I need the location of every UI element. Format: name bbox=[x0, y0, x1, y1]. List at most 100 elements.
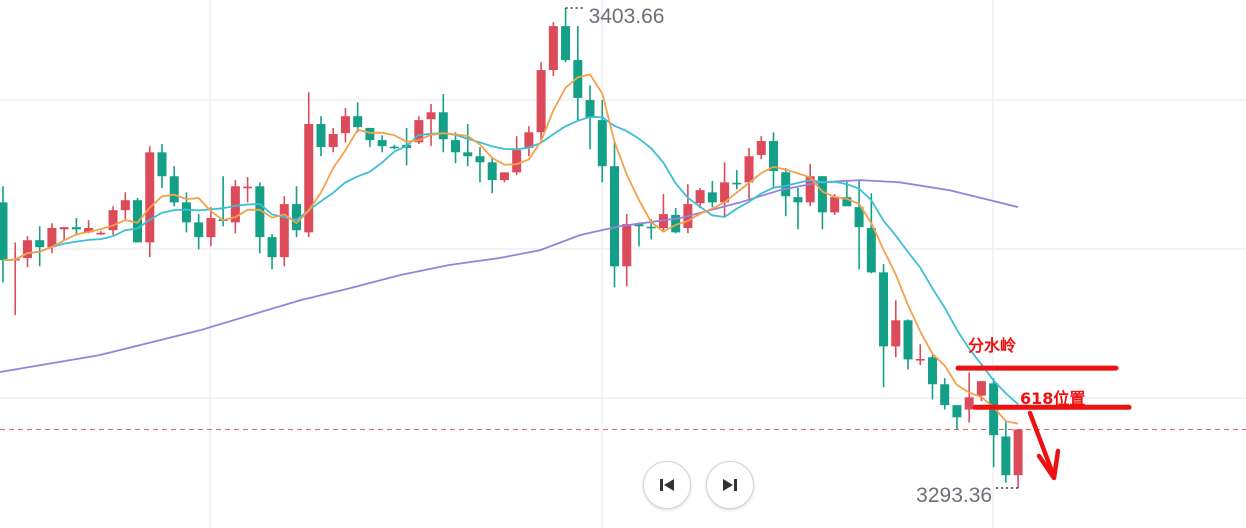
candle-body bbox=[463, 152, 473, 157]
candle-body bbox=[891, 320, 901, 347]
candle-body bbox=[487, 162, 497, 181]
candle-body bbox=[340, 116, 350, 134]
candle bbox=[206, 207, 216, 247]
candle-body bbox=[157, 152, 167, 177]
candle bbox=[10, 242, 20, 316]
candle-body bbox=[548, 26, 558, 71]
candle-body bbox=[805, 176, 815, 203]
candle-body bbox=[243, 186, 253, 189]
candle-body bbox=[230, 186, 240, 223]
candle-body bbox=[927, 357, 937, 385]
ma-long-line bbox=[0, 179, 1019, 373]
candle bbox=[903, 319, 913, 370]
candle bbox=[169, 166, 179, 207]
candle-body bbox=[768, 140, 778, 172]
candle bbox=[536, 62, 546, 141]
candle bbox=[695, 187, 705, 208]
candle-body bbox=[108, 210, 118, 231]
candle-body bbox=[181, 202, 191, 223]
candle bbox=[353, 102, 363, 133]
candle-body bbox=[622, 224, 632, 267]
candle bbox=[426, 103, 436, 147]
candle-body bbox=[744, 156, 754, 183]
candle-body bbox=[451, 140, 461, 153]
candle bbox=[389, 144, 399, 150]
candle bbox=[927, 355, 937, 400]
candle-body bbox=[1001, 436, 1011, 476]
candle-body bbox=[206, 218, 216, 238]
skip-forward-icon bbox=[723, 479, 737, 491]
candle-body bbox=[279, 204, 289, 258]
candle bbox=[683, 184, 693, 234]
candle bbox=[989, 378, 999, 468]
candle-body bbox=[793, 197, 803, 203]
candle-body bbox=[365, 127, 375, 141]
candle bbox=[658, 194, 668, 231]
candle-body bbox=[377, 140, 387, 147]
candle-body bbox=[438, 112, 448, 140]
candle-body bbox=[646, 226, 656, 229]
candle bbox=[597, 100, 607, 183]
candle-body bbox=[59, 227, 69, 230]
candle bbox=[487, 157, 497, 194]
candle bbox=[120, 192, 130, 220]
annotations: 分水岭 618位置 bbox=[955, 336, 1132, 481]
candle bbox=[732, 170, 742, 190]
candle bbox=[756, 136, 766, 160]
candles bbox=[0, 8, 1023, 488]
candle bbox=[438, 93, 448, 153]
candle-body bbox=[536, 70, 546, 133]
down-arrow-icon bbox=[1027, 410, 1061, 481]
candle-body bbox=[561, 26, 571, 61]
candle bbox=[720, 162, 730, 218]
candle bbox=[768, 132, 778, 188]
candle-body bbox=[597, 120, 607, 167]
candle-body bbox=[866, 228, 876, 273]
candle bbox=[267, 234, 277, 270]
candle bbox=[866, 193, 876, 274]
candle bbox=[548, 22, 558, 77]
candle bbox=[879, 264, 889, 388]
candle bbox=[304, 92, 314, 238]
candle bbox=[1001, 420, 1011, 483]
candle bbox=[499, 172, 509, 183]
candle-body bbox=[304, 124, 314, 233]
candle bbox=[59, 227, 69, 241]
candle-body bbox=[255, 186, 265, 238]
candle bbox=[243, 177, 253, 203]
candle bbox=[365, 127, 375, 148]
low-price-label: 3293.36 bbox=[916, 484, 992, 507]
candle-body bbox=[976, 381, 986, 396]
scroll-to-start-button[interactable] bbox=[643, 461, 691, 509]
candle bbox=[512, 136, 522, 175]
candle-body bbox=[634, 224, 644, 227]
candle-body bbox=[707, 192, 717, 203]
extreme-labels: 3403.66 3293.36 bbox=[565, 5, 1019, 507]
candle bbox=[744, 147, 754, 201]
candle bbox=[854, 181, 864, 270]
candle bbox=[145, 146, 155, 258]
candle-body bbox=[842, 197, 852, 207]
candle bbox=[793, 187, 803, 230]
candle-body bbox=[194, 222, 204, 238]
candle bbox=[817, 176, 827, 230]
candle bbox=[96, 231, 106, 235]
skip-back-icon bbox=[660, 479, 674, 491]
candle-body bbox=[756, 140, 766, 155]
candle bbox=[915, 344, 925, 366]
candle-body bbox=[585, 100, 595, 118]
candle-body bbox=[671, 214, 681, 233]
candle bbox=[157, 144, 167, 188]
candle-body bbox=[940, 384, 950, 406]
candle-body bbox=[169, 176, 179, 203]
moving-averages bbox=[0, 73, 1019, 425]
candle-body bbox=[292, 204, 302, 231]
candle bbox=[340, 107, 350, 143]
candle-body bbox=[879, 272, 889, 347]
candle bbox=[194, 214, 204, 250]
scroll-to-end-button[interactable] bbox=[706, 461, 754, 509]
candle bbox=[316, 116, 326, 157]
candle bbox=[781, 167, 791, 217]
candle bbox=[377, 135, 387, 153]
